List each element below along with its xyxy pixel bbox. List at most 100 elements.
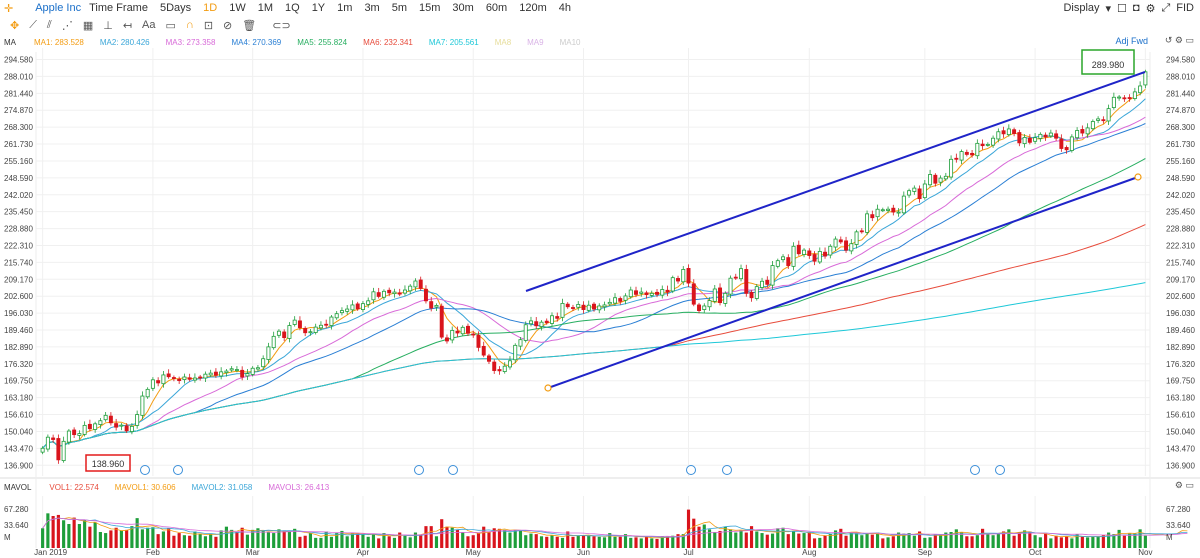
path-tool-icon[interactable]: ⋰ xyxy=(61,19,73,32)
timeframe-3m[interactable]: 3m xyxy=(364,2,380,14)
price-tick-left: 268.300 xyxy=(4,123,33,132)
volume-bar xyxy=(298,536,302,548)
collapse-icon[interactable]: ▭ xyxy=(1185,35,1194,45)
volume-bar xyxy=(581,535,586,548)
price-tick-right: 248.590 xyxy=(1166,174,1195,183)
volume-bar xyxy=(875,532,880,548)
fib-tool-icon[interactable]: ▦ xyxy=(82,19,94,32)
hide-icon[interactable]: ⊘ xyxy=(223,19,233,32)
volume-bar xyxy=(839,528,843,548)
candle-body xyxy=(51,437,56,440)
candle-body xyxy=(634,290,638,295)
candle-body xyxy=(807,250,812,256)
candle-body xyxy=(970,152,975,156)
candle-body xyxy=(460,326,465,335)
volume-bar xyxy=(571,536,575,548)
timeframe-5m[interactable]: 5m xyxy=(391,2,407,14)
price-tick-right: 143.470 xyxy=(1166,444,1195,453)
timeframe-5days[interactable]: 5Days xyxy=(159,2,192,14)
comment-icon[interactable]: ▭ xyxy=(165,19,176,32)
candle-body xyxy=(718,287,723,304)
candle-body xyxy=(40,447,45,453)
timeframe-1m[interactable]: 1M xyxy=(257,2,273,14)
candle-body xyxy=(87,423,92,430)
camera-icon[interactable]: ◘ xyxy=(1132,2,1140,14)
timeframe-60m[interactable]: 60m xyxy=(485,2,508,14)
toolbar: ✛ Apple Inc Time Frame 5Days 1D 1W 1M 1Q 1Y 1m… xyxy=(0,0,1200,16)
timeframe-1m[interactable]: 1m xyxy=(337,2,353,14)
volume-bar xyxy=(1117,529,1121,548)
candle-body xyxy=(1138,85,1143,94)
price-tick-right: 202.600 xyxy=(1166,292,1195,301)
settings-icon[interactable]: ⚙ xyxy=(1174,480,1183,490)
volume-bar xyxy=(387,536,391,548)
settings-icon[interactable]: ⚙ xyxy=(1174,35,1183,45)
timeframe-list: 5Days 1D 1W 1M 1Q 1Y 1m 3m 5m 15m 30m 60m 120m 4h xyxy=(148,2,571,14)
volume-bar xyxy=(770,533,775,548)
volume-bar xyxy=(135,518,139,548)
volume-bar xyxy=(891,536,895,548)
candle-body xyxy=(849,243,854,252)
price-tick-left: 261.730 xyxy=(4,140,33,149)
month-label: Jul xyxy=(683,548,693,557)
volume-bar xyxy=(497,528,502,548)
timeframe-1d[interactable]: 1D xyxy=(203,2,218,14)
candle-body xyxy=(129,425,134,432)
display-label[interactable]: Display xyxy=(1063,2,1100,14)
timeframe-30m[interactable]: 30m xyxy=(452,2,474,14)
candle-body xyxy=(796,244,801,255)
price-tick-right: 288.010 xyxy=(1166,72,1195,81)
candle-body xyxy=(434,305,439,308)
volume-bar xyxy=(870,534,874,548)
timeframe-15m[interactable]: 15m xyxy=(419,2,441,14)
measure-tool-icon[interactable]: ⊥ xyxy=(103,19,113,32)
timeframe-1w[interactable]: 1W xyxy=(229,2,246,14)
fullscreen-icon[interactable]: ⤢ xyxy=(1161,1,1171,14)
candle-body xyxy=(943,175,948,180)
timeframe-label: Time Frame xyxy=(89,2,148,14)
channel-tool-icon[interactable]: ⫽ xyxy=(46,18,52,31)
timeframe-120m[interactable]: 120m xyxy=(519,2,547,14)
collapse-icon[interactable]: ▭ xyxy=(1185,480,1194,490)
candle-body xyxy=(639,291,644,294)
price-tick-right: 274.870 xyxy=(1166,106,1195,115)
line-tool-icon[interactable]: ⟋ xyxy=(29,18,37,31)
adj-fwd-label[interactable]: Adj Fwd xyxy=(1115,36,1148,46)
refresh-icon[interactable]: ↺ xyxy=(1164,35,1173,45)
link-icon[interactable]: ⊂⊃ xyxy=(272,19,291,32)
checkbox-icon[interactable]: ☐ xyxy=(1117,2,1127,15)
volume-bar xyxy=(151,527,155,548)
volume-bar xyxy=(371,534,376,548)
volume-bar xyxy=(854,533,859,548)
lock-icon[interactable]: ⊡ xyxy=(203,19,214,32)
symbol-label[interactable]: Apple Inc xyxy=(35,2,82,14)
timeframe-1y[interactable]: 1Y xyxy=(311,2,326,14)
volume-bar xyxy=(1086,537,1090,548)
candle-body xyxy=(791,245,796,267)
crosshair-icon[interactable]: ✛ xyxy=(4,2,14,15)
fid-label[interactable]: FID xyxy=(1176,2,1194,14)
volume-bar xyxy=(1070,538,1074,548)
volume-bar xyxy=(896,532,901,548)
price-tick-left: 169.750 xyxy=(4,377,33,386)
text-tool-icon[interactable]: Aa xyxy=(142,19,156,31)
volume-bar xyxy=(146,527,150,548)
chevron-down-icon[interactable]: ▾ xyxy=(1105,2,1112,15)
volume-bar xyxy=(886,537,890,548)
trash-icon[interactable]: 🗑 xyxy=(242,19,257,32)
volume-bar xyxy=(539,536,544,548)
timeframe-4h[interactable]: 4h xyxy=(558,2,571,14)
arrow-tool-icon[interactable]: ↤ xyxy=(122,19,133,32)
settings-icon[interactable]: ⚙ xyxy=(1145,2,1156,15)
candle-body xyxy=(676,278,680,282)
magnet-icon[interactable]: ∩ xyxy=(185,19,194,31)
move-icon[interactable]: ✥ xyxy=(10,19,20,32)
candle-body xyxy=(1048,132,1053,137)
volume-bar xyxy=(608,533,612,548)
volume-bar xyxy=(534,534,538,548)
volume-bar xyxy=(1012,535,1016,548)
timeframe-1q[interactable]: 1Q xyxy=(285,2,300,14)
volume-bar xyxy=(93,522,97,548)
candle-body xyxy=(282,331,287,339)
